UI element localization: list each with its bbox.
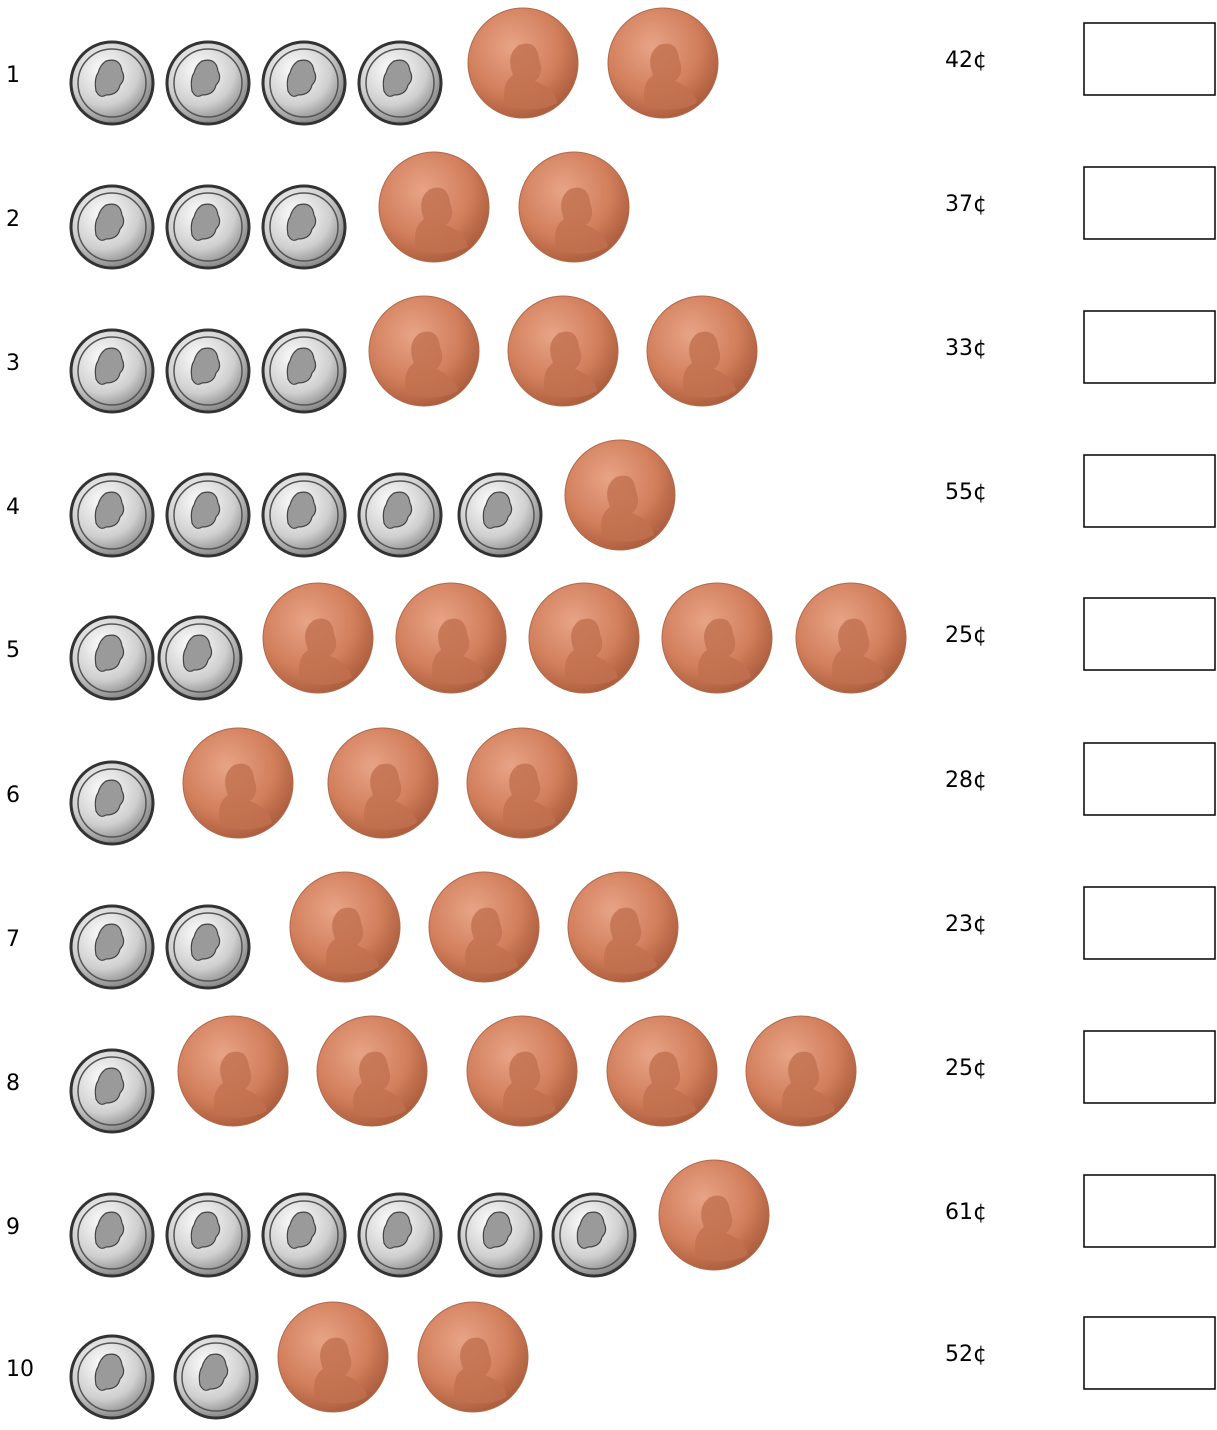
question-number: 10 (6, 1357, 34, 1382)
question-number: 2 (6, 207, 20, 232)
answer-box[interactable] (1084, 311, 1215, 383)
answer-box[interactable] (1084, 23, 1215, 95)
question-number: 6 (6, 783, 20, 808)
question-number: 3 (6, 351, 20, 376)
amount: 42¢ (945, 48, 987, 73)
amount: 25¢ (945, 623, 987, 648)
question-number: 1 (6, 63, 20, 88)
answer-box[interactable] (1084, 1031, 1215, 1103)
amount: 37¢ (945, 192, 987, 217)
amount: 33¢ (945, 336, 987, 361)
amount: 23¢ (945, 912, 987, 937)
amount: 61¢ (945, 1200, 987, 1225)
question-number: 9 (6, 1215, 20, 1240)
amount: 25¢ (945, 1056, 987, 1081)
answer-box[interactable] (1084, 455, 1215, 527)
answer-box[interactable] (1084, 598, 1215, 670)
answer-box[interactable] (1084, 743, 1215, 815)
answer-box[interactable] (1084, 1317, 1215, 1389)
question-number: 5 (6, 638, 20, 663)
question-number: 7 (6, 927, 20, 952)
amount: 55¢ (945, 480, 987, 505)
answer-box[interactable] (1084, 1175, 1215, 1247)
amount: 28¢ (945, 768, 987, 793)
question-number: 8 (6, 1071, 20, 1096)
answer-box[interactable] (1084, 167, 1215, 239)
amount: 52¢ (945, 1342, 987, 1367)
answer-box[interactable] (1084, 887, 1215, 959)
worksheet: 1 42¢ 2 37¢ 3 33¢ 4 55¢ 5 25¢ 6 28¢ 7 23¢ 8 25¢ 9 61¢ 10 52… (0, 0, 1217, 1426)
question-number: 4 (6, 495, 20, 520)
